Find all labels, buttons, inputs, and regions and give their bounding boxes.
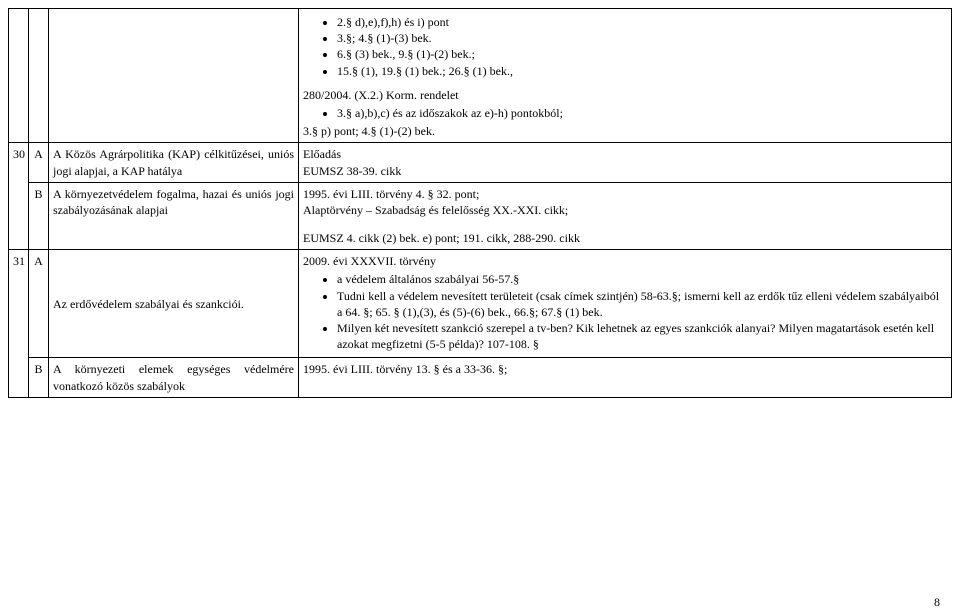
- row-31-b-text: A környezeti elemek egységes védelmére v…: [49, 358, 299, 397]
- row-top: 2.§ d),e),f),h) és i) pont 3.§; 4.§ (1)-…: [9, 9, 952, 143]
- row-top-right: 2.§ d),e),f),h) és i) pont 3.§; 4.§ (1)-…: [299, 9, 952, 143]
- syllabus-table: 2.§ d),e),f),h) és i) pont 3.§; 4.§ (1)-…: [8, 8, 952, 398]
- text-line: 1995. évi LIII. törvény 4. § 32. pont;: [303, 186, 947, 202]
- bullet-item: a védelem általános szabályai 56-57.§: [337, 271, 947, 287]
- row-30-a-right: Előadás EUMSZ 38-39. cikk: [299, 143, 952, 182]
- text-line: Előadás: [303, 146, 947, 162]
- text-line: Alaptörvény – Szabadság és felelősség XX…: [303, 202, 947, 218]
- row-top-text1: 280/2004. (X.2.) Korm. rendelet: [303, 87, 947, 103]
- bullet-item: Milyen két nevesített szankció szerepel …: [337, 320, 947, 352]
- cell-empty: [29, 9, 49, 143]
- row-31-a-text: Az erdővédelem szabályai és szankciói.: [49, 250, 299, 358]
- row-31-b: B A környezeti elemek egységes védelmére…: [9, 358, 952, 397]
- bullet-item: 3.§; 4.§ (1)-(3) bek.: [337, 30, 947, 46]
- text-line: EUMSZ 38-39. cikk: [303, 163, 947, 179]
- row-top-bullets: 2.§ d),e),f),h) és i) pont 3.§; 4.§ (1)-…: [303, 14, 947, 79]
- bullet-item: 6.§ (3) bek., 9.§ (1)-(2) bek.;: [337, 46, 947, 62]
- cell-empty: [9, 9, 29, 143]
- row-30-b-text: A környezetvédelem fogalma, hazai és uni…: [49, 182, 299, 250]
- row-31-num: 31: [9, 250, 29, 398]
- row-30-a-label: A: [29, 143, 49, 182]
- row-31-a-label: A: [29, 250, 49, 358]
- bullet-item: 3.§ a),b),c) és az időszakok az e)-h) po…: [337, 105, 947, 121]
- row-30-a-text: A Közös Agrárpolitika (KAP) célkitűzései…: [49, 143, 299, 182]
- row-31-a-bullets: a védelem általános szabályai 56-57.§ Tu…: [303, 271, 947, 352]
- bullet-item: 15.§ (1), 19.§ (1) bek.; 26.§ (1) bek.,: [337, 63, 947, 79]
- row-top-text2: 3.§ p) pont; 4.§ (1)-(2) bek.: [303, 123, 947, 139]
- row-31-a: 31 A Az erdővédelem szabályai és szankci…: [9, 250, 952, 358]
- row-31-b-label: B: [29, 358, 49, 397]
- row-30-b-right: 1995. évi LIII. törvény 4. § 32. pont; A…: [299, 182, 952, 250]
- row-30-b-label: B: [29, 182, 49, 250]
- row-30-a: 30 A A Közös Agrárpolitika (KAP) célkitű…: [9, 143, 952, 182]
- row-30-b: B A környezetvédelem fogalma, hazai és u…: [9, 182, 952, 250]
- row-30-num: 30: [9, 143, 29, 250]
- bullet-item: 2.§ d),e),f),h) és i) pont: [337, 14, 947, 30]
- row-top-bullets2: 3.§ a),b),c) és az időszakok az e)-h) po…: [303, 105, 947, 121]
- bullet-item: Tudni kell a védelem nevesített területe…: [337, 288, 947, 320]
- text-line: 2009. évi XXXVII. törvény: [303, 253, 947, 269]
- row-31-b-right: 1995. évi LIII. törvény 13. § és a 33-36…: [299, 358, 952, 397]
- row-31-a-right: 2009. évi XXXVII. törvény a védelem álta…: [299, 250, 952, 358]
- cell-empty: [49, 9, 299, 143]
- page-number: 8: [934, 595, 940, 610]
- text-line: EUMSZ 4. cikk (2) bek. e) pont; 191. cik…: [303, 230, 947, 246]
